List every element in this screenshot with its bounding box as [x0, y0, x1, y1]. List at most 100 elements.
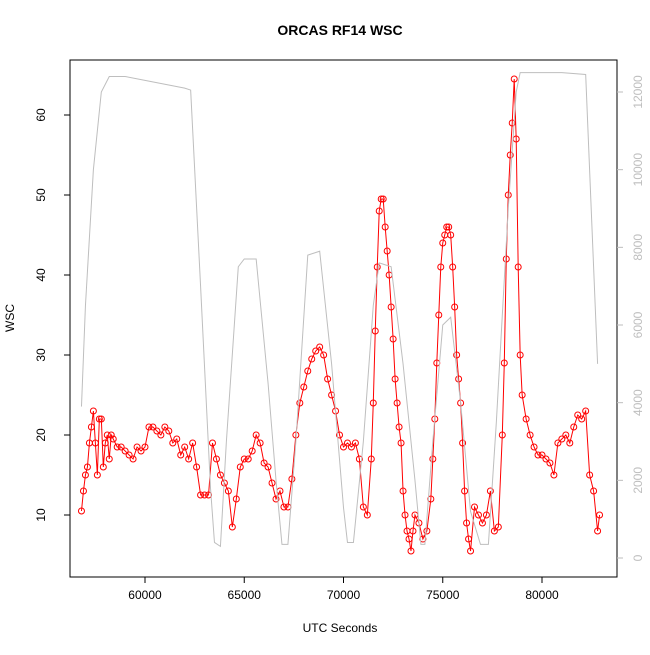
point [439, 239, 447, 247]
point [363, 511, 371, 519]
point [336, 431, 344, 439]
point [514, 263, 522, 271]
point [508, 119, 516, 127]
series-line [80, 78, 601, 552]
y-tick-label: 30 [34, 348, 48, 362]
point [308, 355, 316, 363]
point [351, 439, 359, 447]
point [216, 471, 224, 479]
point [375, 207, 383, 215]
point [185, 455, 193, 463]
point [93, 471, 101, 479]
y2-tick-label: 6000 [631, 311, 645, 338]
point [449, 263, 457, 271]
y2-tick-label: 4000 [631, 389, 645, 416]
y-tick-label: 40 [34, 268, 48, 282]
point [141, 443, 149, 451]
x-tick-label: 70000 [327, 588, 361, 602]
point [387, 303, 395, 311]
point [81, 471, 89, 479]
point [397, 439, 405, 447]
point [437, 263, 445, 271]
point [369, 399, 377, 407]
point [193, 463, 201, 471]
chart-title: ORCAS RF14 WSC [277, 22, 402, 38]
point [500, 359, 508, 367]
point [340, 443, 347, 451]
point [393, 399, 401, 407]
point [538, 451, 546, 459]
y2-tick-label: 12000 [631, 75, 645, 109]
point [91, 439, 99, 447]
point [377, 195, 385, 203]
point [201, 491, 209, 499]
point [165, 427, 173, 435]
point [169, 439, 177, 447]
point [236, 463, 244, 471]
point [268, 479, 276, 487]
point [554, 439, 562, 447]
point [316, 343, 324, 351]
point [355, 455, 363, 463]
point [347, 443, 355, 451]
point [395, 423, 403, 431]
point [300, 383, 308, 391]
point [562, 431, 570, 439]
point [401, 511, 409, 519]
point [89, 407, 97, 415]
point [383, 247, 391, 255]
point [594, 527, 602, 535]
point [465, 535, 473, 543]
y-tick-label: 60 [34, 108, 48, 122]
point [87, 423, 95, 431]
point [312, 347, 320, 355]
point [453, 351, 461, 359]
point [97, 415, 105, 423]
point [435, 311, 443, 319]
point [570, 423, 578, 431]
point [121, 447, 129, 455]
point [280, 503, 288, 511]
y2-tick-label: 2000 [631, 467, 645, 494]
point [478, 519, 486, 527]
point [181, 443, 189, 451]
point [77, 507, 85, 515]
point [367, 455, 375, 463]
point [197, 491, 205, 499]
point [459, 439, 467, 447]
point [494, 523, 502, 531]
point [502, 255, 510, 263]
point [137, 447, 145, 455]
point [133, 443, 141, 451]
point [546, 459, 554, 467]
point [445, 223, 453, 231]
x-tick-label: 80000 [525, 588, 559, 602]
point [359, 503, 367, 511]
point [518, 391, 526, 399]
point [550, 471, 558, 479]
point [189, 439, 197, 447]
point [399, 487, 407, 495]
series-line [80, 72, 599, 548]
point [248, 447, 256, 455]
point [252, 431, 260, 439]
point [264, 463, 272, 471]
point [522, 415, 530, 423]
point [320, 351, 328, 359]
point [467, 547, 475, 555]
point [117, 443, 125, 451]
point [205, 491, 213, 499]
point [149, 423, 157, 431]
point [296, 399, 304, 407]
y2-tick-label: 0 [631, 554, 645, 561]
point [343, 439, 351, 447]
point [244, 455, 252, 463]
point [504, 191, 512, 199]
point [574, 411, 582, 419]
point [228, 523, 236, 531]
y-axis-label: WSC [3, 304, 17, 332]
x-tick-label: 65000 [228, 588, 262, 602]
point [451, 303, 459, 311]
point [79, 487, 87, 495]
